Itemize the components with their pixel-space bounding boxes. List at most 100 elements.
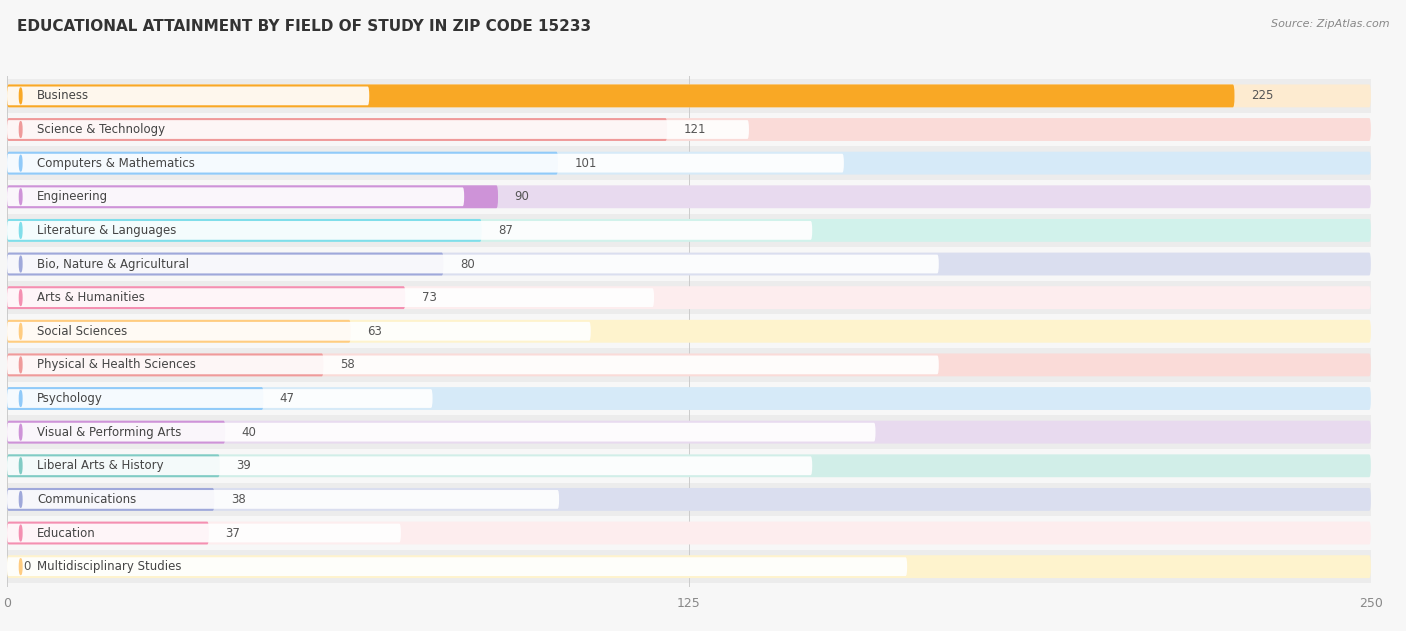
FancyBboxPatch shape — [7, 387, 1371, 410]
FancyBboxPatch shape — [7, 421, 225, 444]
FancyBboxPatch shape — [7, 151, 1371, 175]
FancyBboxPatch shape — [7, 454, 1371, 477]
FancyBboxPatch shape — [7, 353, 1371, 376]
FancyBboxPatch shape — [7, 522, 209, 545]
FancyBboxPatch shape — [7, 151, 558, 175]
Text: Literature & Languages: Literature & Languages — [37, 224, 176, 237]
Text: Visual & Performing Arts: Visual & Performing Arts — [37, 426, 181, 439]
FancyBboxPatch shape — [7, 387, 263, 410]
FancyBboxPatch shape — [7, 483, 1371, 516]
Circle shape — [20, 559, 22, 575]
FancyBboxPatch shape — [7, 281, 1371, 314]
FancyBboxPatch shape — [7, 355, 939, 374]
Text: Liberal Arts & History: Liberal Arts & History — [37, 459, 163, 472]
FancyBboxPatch shape — [7, 320, 1371, 343]
FancyBboxPatch shape — [7, 118, 1371, 141]
Text: 73: 73 — [422, 291, 436, 304]
Circle shape — [20, 88, 22, 103]
FancyBboxPatch shape — [7, 252, 1371, 276]
Text: 38: 38 — [231, 493, 246, 506]
FancyBboxPatch shape — [7, 456, 813, 475]
FancyBboxPatch shape — [7, 288, 654, 307]
Text: Arts & Humanities: Arts & Humanities — [37, 291, 145, 304]
Text: 63: 63 — [367, 325, 382, 338]
Circle shape — [20, 424, 22, 440]
FancyBboxPatch shape — [7, 221, 813, 240]
Circle shape — [20, 458, 22, 474]
Text: 39: 39 — [236, 459, 252, 472]
FancyBboxPatch shape — [7, 555, 1371, 578]
FancyBboxPatch shape — [7, 449, 1371, 483]
FancyBboxPatch shape — [7, 252, 443, 276]
Text: 80: 80 — [460, 257, 475, 271]
Text: Source: ZipAtlas.com: Source: ZipAtlas.com — [1271, 19, 1389, 29]
FancyBboxPatch shape — [7, 85, 1234, 107]
Circle shape — [20, 324, 22, 339]
Text: 121: 121 — [683, 123, 706, 136]
FancyBboxPatch shape — [7, 423, 876, 442]
FancyBboxPatch shape — [7, 320, 350, 343]
Text: Science & Technology: Science & Technology — [37, 123, 165, 136]
FancyBboxPatch shape — [7, 186, 498, 208]
Text: Education: Education — [37, 526, 96, 540]
Circle shape — [20, 223, 22, 239]
FancyBboxPatch shape — [7, 322, 591, 341]
FancyBboxPatch shape — [7, 219, 1371, 242]
FancyBboxPatch shape — [7, 557, 907, 576]
FancyBboxPatch shape — [7, 389, 433, 408]
FancyBboxPatch shape — [7, 348, 1371, 382]
Text: 87: 87 — [498, 224, 513, 237]
Text: Multidisciplinary Studies: Multidisciplinary Studies — [37, 560, 181, 573]
FancyBboxPatch shape — [7, 454, 219, 477]
Text: 101: 101 — [575, 156, 596, 170]
FancyBboxPatch shape — [7, 286, 405, 309]
Text: EDUCATIONAL ATTAINMENT BY FIELD OF STUDY IN ZIP CODE 15233: EDUCATIONAL ATTAINMENT BY FIELD OF STUDY… — [17, 19, 591, 34]
FancyBboxPatch shape — [7, 186, 1371, 208]
FancyBboxPatch shape — [7, 146, 1371, 180]
Text: Communications: Communications — [37, 493, 136, 506]
Text: 0: 0 — [24, 560, 31, 573]
Circle shape — [20, 391, 22, 406]
FancyBboxPatch shape — [7, 516, 1371, 550]
FancyBboxPatch shape — [7, 154, 844, 172]
FancyBboxPatch shape — [7, 314, 1371, 348]
Text: 37: 37 — [225, 526, 240, 540]
Circle shape — [20, 492, 22, 507]
FancyBboxPatch shape — [7, 490, 560, 509]
FancyBboxPatch shape — [7, 85, 1371, 107]
Circle shape — [20, 122, 22, 138]
FancyBboxPatch shape — [7, 187, 464, 206]
FancyBboxPatch shape — [7, 353, 323, 376]
FancyBboxPatch shape — [7, 550, 1371, 584]
FancyBboxPatch shape — [7, 180, 1371, 213]
Text: 58: 58 — [340, 358, 354, 372]
FancyBboxPatch shape — [7, 247, 1371, 281]
FancyBboxPatch shape — [7, 488, 214, 511]
FancyBboxPatch shape — [7, 113, 1371, 146]
Text: 47: 47 — [280, 392, 295, 405]
FancyBboxPatch shape — [7, 255, 939, 273]
Text: 40: 40 — [242, 426, 256, 439]
FancyBboxPatch shape — [7, 86, 370, 105]
FancyBboxPatch shape — [7, 213, 1371, 247]
Text: Psychology: Psychology — [37, 392, 103, 405]
FancyBboxPatch shape — [7, 120, 749, 139]
Text: 90: 90 — [515, 191, 529, 203]
Text: 225: 225 — [1251, 90, 1274, 102]
Circle shape — [20, 290, 22, 305]
Text: Computers & Mathematics: Computers & Mathematics — [37, 156, 195, 170]
Circle shape — [20, 256, 22, 272]
Text: Physical & Health Sciences: Physical & Health Sciences — [37, 358, 195, 372]
FancyBboxPatch shape — [7, 286, 1371, 309]
Text: Social Sciences: Social Sciences — [37, 325, 128, 338]
Circle shape — [20, 155, 22, 171]
Text: Bio, Nature & Agricultural: Bio, Nature & Agricultural — [37, 257, 188, 271]
Circle shape — [20, 525, 22, 541]
FancyBboxPatch shape — [7, 382, 1371, 415]
FancyBboxPatch shape — [7, 79, 1371, 113]
Text: Business: Business — [37, 90, 89, 102]
FancyBboxPatch shape — [7, 522, 1371, 545]
FancyBboxPatch shape — [7, 421, 1371, 444]
Text: Engineering: Engineering — [37, 191, 108, 203]
FancyBboxPatch shape — [7, 524, 401, 543]
